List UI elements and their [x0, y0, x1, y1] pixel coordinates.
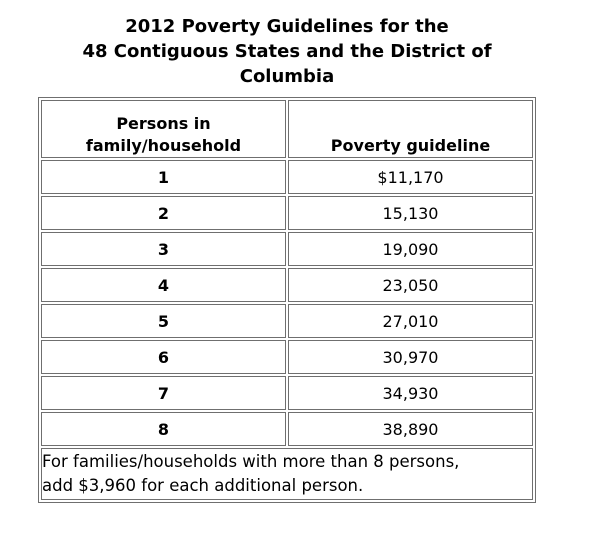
- col-header-guideline: Poverty guideline: [288, 100, 533, 158]
- guideline-cell: 23,050: [288, 268, 533, 302]
- table-row: 4 23,050: [41, 268, 533, 302]
- table-row: 2 15,130: [41, 196, 533, 230]
- table-row: 8 38,890: [41, 412, 533, 446]
- persons-cell: 5: [41, 304, 286, 338]
- table-row: 7 34,930: [41, 376, 533, 410]
- persons-cell: 8: [41, 412, 286, 446]
- footnote-row: For families/households with more than 8…: [41, 448, 533, 500]
- footnote-line-2: add $3,960 for each additional person.: [42, 476, 364, 495]
- page-title: 2012 Poverty Guidelines for the 48 Conti…: [38, 14, 536, 89]
- persons-cell: 1: [41, 160, 286, 194]
- header-row: Persons in family/household Poverty guid…: [41, 100, 533, 158]
- persons-cell: 6: [41, 340, 286, 374]
- guideline-cell: 27,010: [288, 304, 533, 338]
- persons-cell: 4: [41, 268, 286, 302]
- guideline-cell: 38,890: [288, 412, 533, 446]
- col-header-persons-line-1: Persons in: [116, 114, 211, 133]
- footnote: For families/households with more than 8…: [41, 448, 533, 500]
- guideline-cell: 15,130: [288, 196, 533, 230]
- guideline-cell: 30,970: [288, 340, 533, 374]
- persons-cell: 2: [41, 196, 286, 230]
- guideline-cell: 19,090: [288, 232, 533, 266]
- table-row: 3 19,090: [41, 232, 533, 266]
- guideline-cell: 34,930: [288, 376, 533, 410]
- guideline-cell: $11,170: [288, 160, 533, 194]
- title-line-3: Columbia: [239, 66, 335, 87]
- footnote-line-1: For families/households with more than 8…: [42, 452, 460, 471]
- col-header-persons: Persons in family/household: [41, 100, 286, 158]
- persons-cell: 7: [41, 376, 286, 410]
- col-header-persons-line-2: family/household: [85, 136, 242, 155]
- table-row: 6 30,970: [41, 340, 533, 374]
- title-line-2: 48 Contiguous States and the District of: [82, 41, 492, 62]
- poverty-guidelines-table: Persons in family/household Poverty guid…: [38, 97, 536, 503]
- table-row: 1 $11,170: [41, 160, 533, 194]
- title-line-1: 2012 Poverty Guidelines for the: [125, 16, 449, 37]
- persons-cell: 3: [41, 232, 286, 266]
- table-row: 5 27,010: [41, 304, 533, 338]
